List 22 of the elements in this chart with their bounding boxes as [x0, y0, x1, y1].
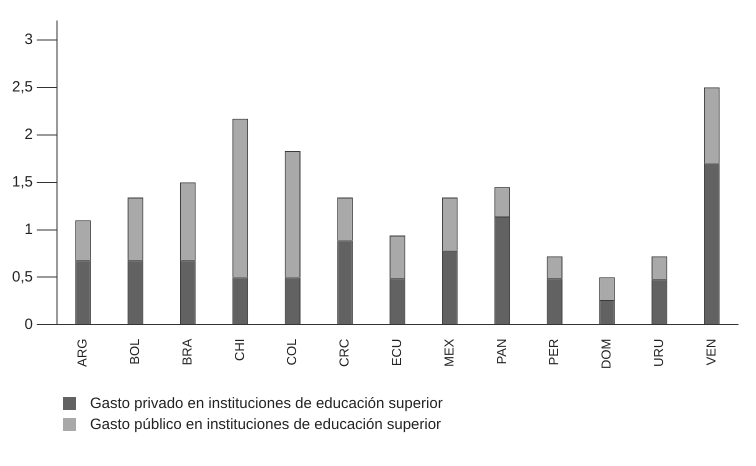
y-tick-label: 1	[24, 220, 33, 238]
x-tick-label: BOL	[127, 338, 142, 365]
x-tick-label: CHI	[232, 338, 247, 362]
y-tick-label: 2,5	[12, 78, 33, 96]
x-tick-label: ARG	[74, 338, 90, 367]
x-tick-label: COL	[284, 338, 300, 366]
x-tick-label: DOM	[598, 338, 614, 370]
x-tick-label: ECU	[389, 338, 404, 366]
x-tick-label: MEX	[441, 338, 456, 367]
legend-label: Gasto público en instituciones de educación superior	[90, 416, 442, 433]
y-tick-label: 1,5	[12, 173, 33, 190]
x-tick-label: CRC	[336, 338, 352, 367]
x-tick-label: URU	[650, 338, 666, 367]
y-tick-label: 0	[24, 316, 33, 333]
x-tick-label: VEN	[703, 338, 718, 366]
legend-label: Gasto privado en instituciones de educación superior	[90, 395, 443, 412]
x-tick-label: BRA	[179, 338, 194, 366]
y-tick-label: 0,5	[12, 268, 33, 286]
y-tick-label: 3	[24, 31, 33, 48]
x-tick-label: PAN	[494, 338, 509, 364]
y-tick-label: 2	[24, 126, 33, 144]
x-tick-label: PER	[546, 338, 562, 366]
